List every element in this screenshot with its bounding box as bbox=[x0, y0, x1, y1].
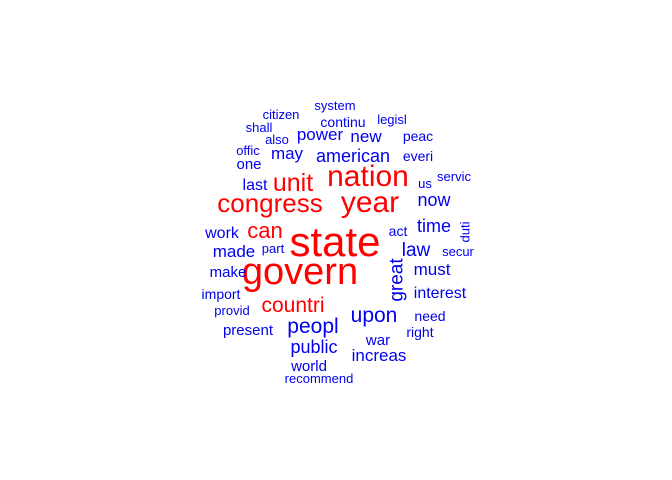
cloud-word-make: make bbox=[210, 264, 247, 281]
cloud-word-interest: interest bbox=[414, 285, 467, 302]
cloud-word-secur: secur bbox=[442, 244, 474, 259]
cloud-word-made: made bbox=[213, 242, 256, 261]
cloud-word-citizen: citizen bbox=[263, 107, 300, 122]
cloud-word-part: part bbox=[262, 241, 285, 256]
cloud-word-last: last bbox=[243, 177, 268, 194]
cloud-word-also: also bbox=[265, 132, 289, 147]
cloud-word-power: power bbox=[297, 125, 344, 144]
cloud-word-system: system bbox=[314, 98, 355, 113]
cloud-word-year: year bbox=[341, 186, 399, 219]
cloud-word-countri: countri bbox=[261, 294, 324, 317]
cloud-word-can: can bbox=[247, 218, 282, 243]
cloud-word-continu: continu bbox=[320, 114, 365, 130]
cloud-word-peac: peac bbox=[403, 128, 433, 144]
cloud-word-recommend: recommend bbox=[285, 371, 354, 386]
cloud-word-shall: shall bbox=[246, 120, 273, 135]
cloud-word-state: state bbox=[289, 218, 380, 265]
cloud-word-act: act bbox=[389, 223, 408, 239]
cloud-word-present: present bbox=[223, 322, 274, 339]
cloud-word-increas: increas bbox=[352, 346, 407, 365]
cloud-word-provid: provid bbox=[214, 303, 249, 318]
cloud-word-great: great bbox=[387, 258, 408, 302]
cloud-word-war: war bbox=[365, 332, 390, 349]
cloud-word-work: work bbox=[204, 225, 240, 242]
cloud-word-need: need bbox=[414, 308, 445, 324]
cloud-word-offic: offic bbox=[236, 143, 260, 158]
cloud-word-nation: nation bbox=[327, 160, 409, 193]
cloud-word-everi: everi bbox=[403, 148, 433, 164]
cloud-word-new: new bbox=[350, 127, 382, 146]
cloud-word-govern: govern bbox=[242, 251, 358, 293]
cloud-word-us: us bbox=[418, 176, 432, 191]
cloud-word-must: must bbox=[414, 260, 451, 279]
cloud-word-import: import bbox=[202, 286, 241, 302]
cloud-word-unit: unit bbox=[273, 169, 313, 197]
cloud-word-right: right bbox=[406, 324, 433, 340]
cloud-word-world: world bbox=[290, 358, 327, 375]
cloud-word-may: may bbox=[271, 144, 304, 163]
cloud-word-one: one bbox=[236, 156, 261, 173]
cloud-word-law: law bbox=[402, 240, 431, 261]
cloud-word-now: now bbox=[417, 190, 451, 210]
cloud-word-american: american bbox=[316, 146, 390, 166]
cloud-word-upon: upon bbox=[351, 304, 398, 327]
cloud-word-time: time bbox=[417, 216, 451, 236]
cloud-word-congress: congress bbox=[217, 188, 323, 218]
cloud-word-public: public bbox=[290, 337, 337, 357]
cloud-word-servic: servic bbox=[437, 169, 471, 184]
cloud-word-legisl: legisl bbox=[377, 112, 407, 127]
cloud-word-duti: duti bbox=[458, 221, 473, 242]
cloud-word-peopl: peopl bbox=[287, 315, 338, 338]
